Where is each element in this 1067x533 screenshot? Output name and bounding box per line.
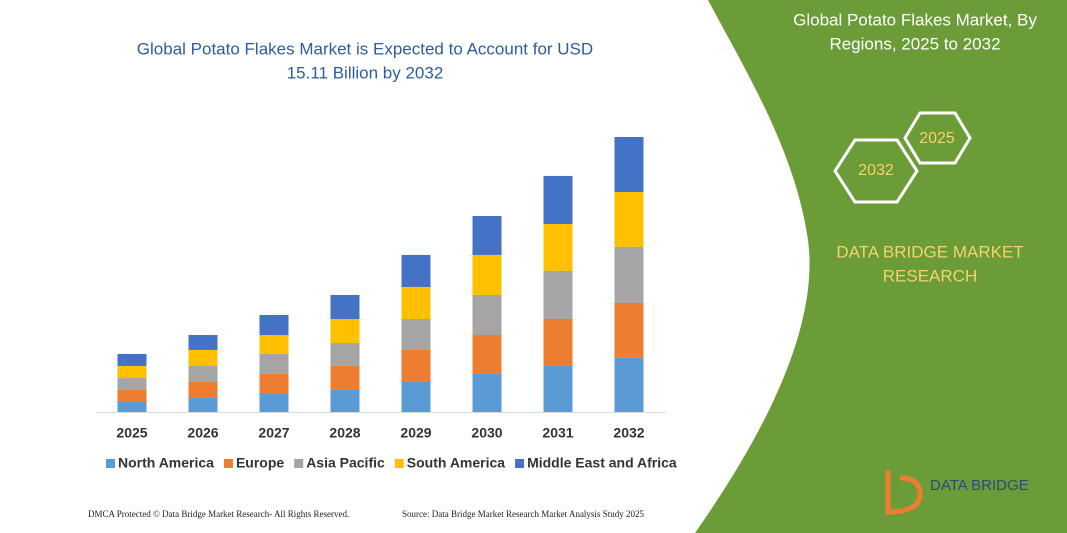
bar-segment bbox=[614, 357, 644, 412]
legend: North America Europe Asia Pacific South Ame… bbox=[106, 455, 677, 471]
bar-segment bbox=[543, 318, 573, 366]
bar-segment bbox=[259, 314, 289, 336]
bar-segment bbox=[401, 254, 431, 287]
bar-segment bbox=[188, 349, 218, 366]
bar-segment bbox=[117, 389, 147, 402]
hexagon bbox=[903, 111, 972, 165]
x-tick-label: 2026 bbox=[187, 425, 218, 441]
bar-segment bbox=[543, 223, 573, 271]
bar-segment bbox=[472, 254, 502, 295]
bar-segment bbox=[543, 365, 573, 412]
legend-swatch bbox=[394, 459, 404, 468]
bar-segment bbox=[330, 389, 360, 412]
legend-swatch bbox=[223, 459, 233, 468]
bar-segment bbox=[401, 286, 431, 319]
x-tick-label: 2029 bbox=[400, 425, 431, 441]
chart-title: Global Potato Flakes Market is Expected … bbox=[137, 39, 593, 58]
x-tick-label: 2028 bbox=[329, 425, 360, 441]
bar-segment bbox=[614, 246, 644, 303]
x-tick-label: 2031 bbox=[542, 425, 573, 441]
bar-segment bbox=[259, 335, 289, 354]
x-tick-label: 2025 bbox=[116, 425, 147, 441]
panel-title: Global Potato Flakes Market, By bbox=[793, 10, 1037, 29]
x-tick-label: 2032 bbox=[613, 425, 644, 441]
bar-segment bbox=[472, 335, 502, 374]
bar-segment bbox=[472, 215, 502, 255]
footer-left: DMCA Protected © Data Bridge Market Rese… bbox=[88, 509, 349, 519]
bar-segment bbox=[472, 294, 502, 336]
bar-segment bbox=[117, 365, 147, 378]
hex-label: 2025 bbox=[919, 130, 955, 147]
chart-subtitle: 15.11 Billion by 2032 bbox=[287, 63, 444, 82]
bar-segment bbox=[401, 318, 431, 350]
legend-swatch bbox=[106, 459, 115, 468]
brand-text: RESEARCH bbox=[883, 266, 977, 285]
bar-segment bbox=[259, 373, 289, 394]
bar-segment bbox=[188, 365, 218, 382]
footer-right: Source: Data Bridge Market Research Mark… bbox=[402, 509, 644, 519]
x-tick-label: 2030 bbox=[471, 425, 502, 441]
logo-icon bbox=[885, 470, 923, 515]
bar-segment bbox=[330, 343, 360, 366]
hex-label: 2032 bbox=[858, 162, 894, 179]
bar-segment bbox=[614, 191, 644, 247]
panel-title: Regions, 2025 to 2032 bbox=[829, 34, 1000, 53]
bar-segment bbox=[188, 381, 218, 398]
brand-text: DATA BRIDGE MARKET bbox=[836, 242, 1023, 261]
bar-segment bbox=[543, 175, 573, 224]
bar-segment bbox=[330, 365, 360, 390]
bar-segment bbox=[117, 353, 147, 366]
logo-text: DATA BRIDGE bbox=[930, 477, 1029, 494]
legend-swatch bbox=[294, 459, 304, 468]
legend-swatch bbox=[515, 459, 525, 468]
bar-segment bbox=[401, 381, 431, 412]
bar-segment bbox=[259, 353, 289, 374]
bar-segment bbox=[543, 270, 573, 319]
legend-label: Europe bbox=[236, 455, 284, 471]
hexagon bbox=[833, 138, 919, 204]
bar-segment bbox=[117, 377, 147, 390]
legend-label: South America bbox=[407, 455, 505, 471]
bar-segment bbox=[259, 393, 289, 412]
legend-label: Middle East and Africa bbox=[527, 455, 677, 471]
bar-segment bbox=[614, 136, 644, 192]
bar-segment bbox=[188, 397, 218, 412]
bar-segment bbox=[330, 294, 360, 319]
legend-label: Asia Pacific bbox=[306, 455, 385, 471]
x-tick-label: 2027 bbox=[258, 425, 289, 441]
bar-segment bbox=[117, 401, 147, 412]
bar-segment bbox=[401, 349, 431, 382]
bar-segment bbox=[472, 373, 502, 412]
bar-segment bbox=[614, 302, 644, 358]
side-panel bbox=[695, 0, 1067, 533]
bar-segment bbox=[188, 335, 218, 350]
bar-segment bbox=[330, 318, 360, 344]
legend-label: North America bbox=[118, 455, 214, 471]
